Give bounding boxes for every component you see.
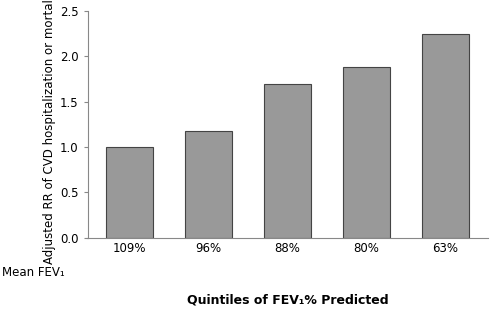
Bar	[106, 147, 153, 238]
X-axis label: Quintiles of FEV₁% Predicted: Quintiles of FEV₁% Predicted	[186, 294, 388, 307]
Bar	[184, 131, 232, 238]
Text: Mean FEV₁: Mean FEV₁	[2, 266, 65, 279]
Bar	[343, 67, 390, 238]
Y-axis label: Adjusted RR of CVD hospitalization or mortality: Adjusted RR of CVD hospitalization or mo…	[42, 0, 56, 265]
Bar	[264, 84, 311, 238]
Bar	[422, 34, 470, 238]
